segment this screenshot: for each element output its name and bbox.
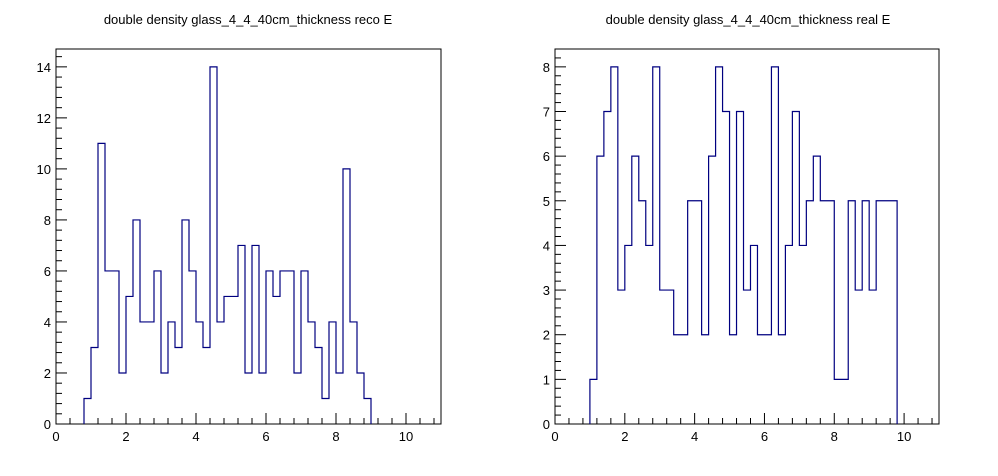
right-x-tick-label: 2 — [621, 429, 628, 444]
right-y-tick-label: 4 — [543, 238, 550, 253]
right-x-tick-label: 4 — [691, 429, 698, 444]
left-x-tick-label: 10 — [399, 429, 413, 444]
right-axis-ticks — [554, 48, 933, 425]
right-y-tick-label: 1 — [543, 372, 550, 387]
left-x-tick-label: 8 — [332, 429, 339, 444]
left-y-tick-label: 2 — [44, 366, 51, 381]
right-x-tick-label: 8 — [831, 429, 838, 444]
left-x-tick-label: 2 — [122, 429, 129, 444]
left-y-tick-label: 10 — [37, 162, 51, 177]
left-y-tick-label: 8 — [44, 213, 51, 228]
left-x-tick-label: 0 — [52, 429, 59, 444]
right-x-tick-label: 6 — [761, 429, 768, 444]
left-chart-title: double density glass_4_4_40cm_thickness … — [104, 12, 393, 27]
right-tick-labels: 0 2 4 6 8 10 0 1 2 3 4 5 6 7 8 — [543, 60, 912, 444]
left-axis-ticks — [55, 56, 435, 425]
left-x-tick-label: 6 — [262, 429, 269, 444]
right-x-tick-label: 10 — [897, 429, 911, 444]
right-chart-title: double density glass_4_4_40cm_thickness … — [606, 12, 891, 27]
right-y-tick-label: 0 — [543, 417, 550, 432]
left-y-tick-label: 0 — [44, 417, 51, 432]
right-x-tick-label: 0 — [551, 429, 558, 444]
left-y-tick-label: 14 — [37, 60, 51, 75]
right-y-tick-label: 7 — [543, 105, 550, 120]
left-plot-frame — [55, 48, 442, 425]
left-y-tick-label: 6 — [44, 264, 51, 279]
left-x-tick-label: 4 — [192, 429, 199, 444]
right-y-tick-label: 5 — [543, 194, 550, 209]
right-y-tick-label: 2 — [543, 328, 550, 343]
right-y-tick-label: 8 — [543, 60, 550, 75]
left-y-tick-label: 12 — [37, 111, 51, 126]
left-histogram-panel: double density glass_4_4_40cm_thickness … — [37, 12, 442, 444]
right-histogram-line — [589, 66, 898, 424]
left-tick-labels: 0 2 4 6 8 10 0 2 4 6 8 10 12 14 — [37, 60, 414, 444]
left-histogram-line — [83, 66, 372, 424]
right-y-tick-label: 3 — [543, 283, 550, 298]
right-y-tick-label: 6 — [543, 149, 550, 164]
left-y-tick-label: 4 — [44, 315, 51, 330]
right-histogram-panel: double density glass_4_4_40cm_thickness … — [543, 12, 940, 444]
